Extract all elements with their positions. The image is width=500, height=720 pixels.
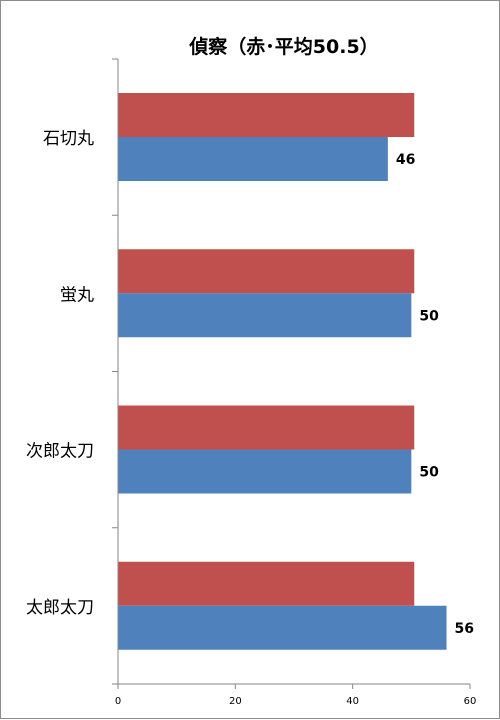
- data-labels-group: 46 50 50 56: [396, 152, 474, 637]
- data-label-2: 50: [419, 308, 439, 324]
- bar-series1-4: [118, 561, 415, 606]
- data-label-3: 50: [419, 465, 439, 481]
- axes-group: 0 20 40 60: [112, 58, 477, 707]
- chart-title: 偵察（赤･平均50.5）: [188, 35, 378, 58]
- x-tick-label-1: 20: [229, 696, 242, 707]
- data-label-4: 56: [455, 621, 474, 637]
- bar-series1-3: [118, 405, 415, 450]
- category-label-2: 蛍丸: [60, 285, 94, 305]
- bars-group: [118, 93, 447, 650]
- bar-series1-2: [118, 249, 415, 294]
- bar-series2-4: [118, 605, 447, 650]
- category-label-4: 太郎太刀: [26, 598, 94, 618]
- bar-series1-1: [118, 93, 415, 137]
- x-tick-label-0: 0: [115, 696, 121, 707]
- category-label-1: 石切丸: [43, 129, 94, 149]
- bar-series2-3: [118, 449, 412, 494]
- x-tick-label-3: 60: [464, 696, 477, 707]
- category-label-3: 次郎太刀: [26, 442, 94, 462]
- bar-series2-2: [118, 293, 412, 338]
- data-label-1: 46: [396, 152, 415, 168]
- x-tick-label-2: 40: [346, 696, 359, 707]
- bar-series2-1: [118, 137, 388, 181]
